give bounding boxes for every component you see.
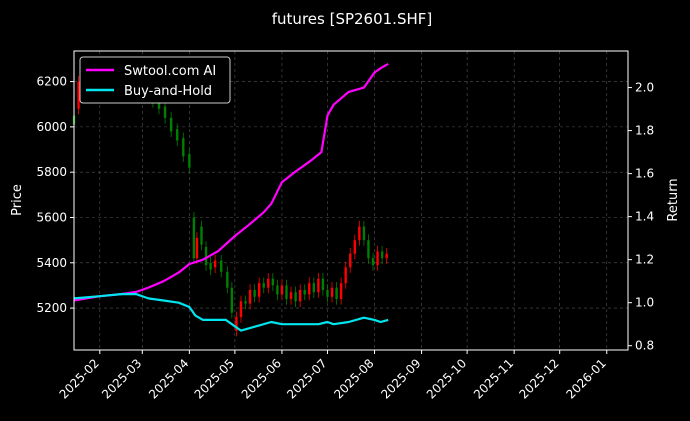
y-left-tick-label: 5400 [36,256,67,270]
candle-body [339,283,343,300]
candle-body [303,289,306,295]
candle-body [248,289,252,304]
legend: Swtool.com AI Buy-and-Hold [79,56,231,104]
candle-body [204,246,208,266]
candle-body [235,317,238,331]
y-left-tick-label: 5600 [36,210,67,224]
candle-body [344,267,347,284]
plot-frame [73,50,629,351]
candle-body [308,283,311,295]
y-right-tick-label: 0.8 [635,339,654,353]
y-label-right: Return [666,178,681,221]
candle-body [380,251,384,259]
candle-body [271,278,275,286]
candle-body [330,287,334,297]
candle-body [321,278,325,290]
candle-body [267,278,270,288]
candle-body [195,237,199,259]
legend-label-benchmark: Buy-and-Hold [124,84,212,99]
candle-body [353,240,356,254]
legend-box [79,56,231,104]
candle-body [326,289,329,297]
candle-body [335,287,338,300]
candle-body [230,287,234,313]
candle-body [367,240,370,259]
y-right-tick-label: 1.0 [635,296,654,310]
candle-body [312,283,316,293]
candle-body [376,251,379,266]
candle-body [349,253,352,268]
y-label-left: Price [10,184,25,216]
y-right-tick-label: 1.6 [635,167,654,181]
candle-body [276,285,279,295]
y-left-tick-label: 5800 [36,165,67,179]
series-lines [73,62,389,332]
candle-body [176,129,179,141]
candle-body [289,292,293,300]
candle-body [157,99,161,109]
y-left-tick-label: 6000 [36,120,67,134]
candle-body [77,81,80,109]
candle-body [239,301,243,318]
chart-title: futures [SP2601.SHF] [272,10,432,28]
candle-body [200,226,203,245]
candle-body [371,258,375,266]
candle-body [257,283,261,297]
candle-body [253,289,256,297]
candle-body [317,278,320,293]
candle-body [188,154,191,168]
candle-body [209,262,212,270]
candle-body [182,138,185,157]
candle-body [285,285,288,300]
candle-body [362,226,366,241]
candle-body [298,289,302,302]
legend-label-strategy: Swtool.com AI [124,64,216,79]
y-axis-right: 0.8 1.0 1.2 1.4 1.6 1.8 2.0 [628,81,654,353]
candle-body [262,283,265,288]
y-right-tick-label: 1.2 [635,253,654,267]
candle-body [169,117,173,132]
candle-body [244,301,247,304]
candle-body [280,285,284,295]
candle-body [226,271,229,288]
y-axis-left: 5200 5400 5600 5800 6000 6200 [36,75,74,315]
line-strategy [73,62,389,302]
y-left-tick-label: 6200 [36,75,67,89]
candle-body [385,253,388,259]
candle-body [220,260,223,272]
candle-body [358,226,361,241]
candle-body [163,106,167,118]
candle-body [294,292,297,302]
line-benchmark [73,293,389,332]
y-left-tick-label: 5200 [36,301,67,315]
y-right-tick-label: 2.0 [635,81,654,95]
candle-body [192,217,196,259]
y-right-tick-label: 1.4 [635,210,654,224]
candle-body [213,260,217,268]
y-right-tick-label: 1.8 [635,124,654,138]
